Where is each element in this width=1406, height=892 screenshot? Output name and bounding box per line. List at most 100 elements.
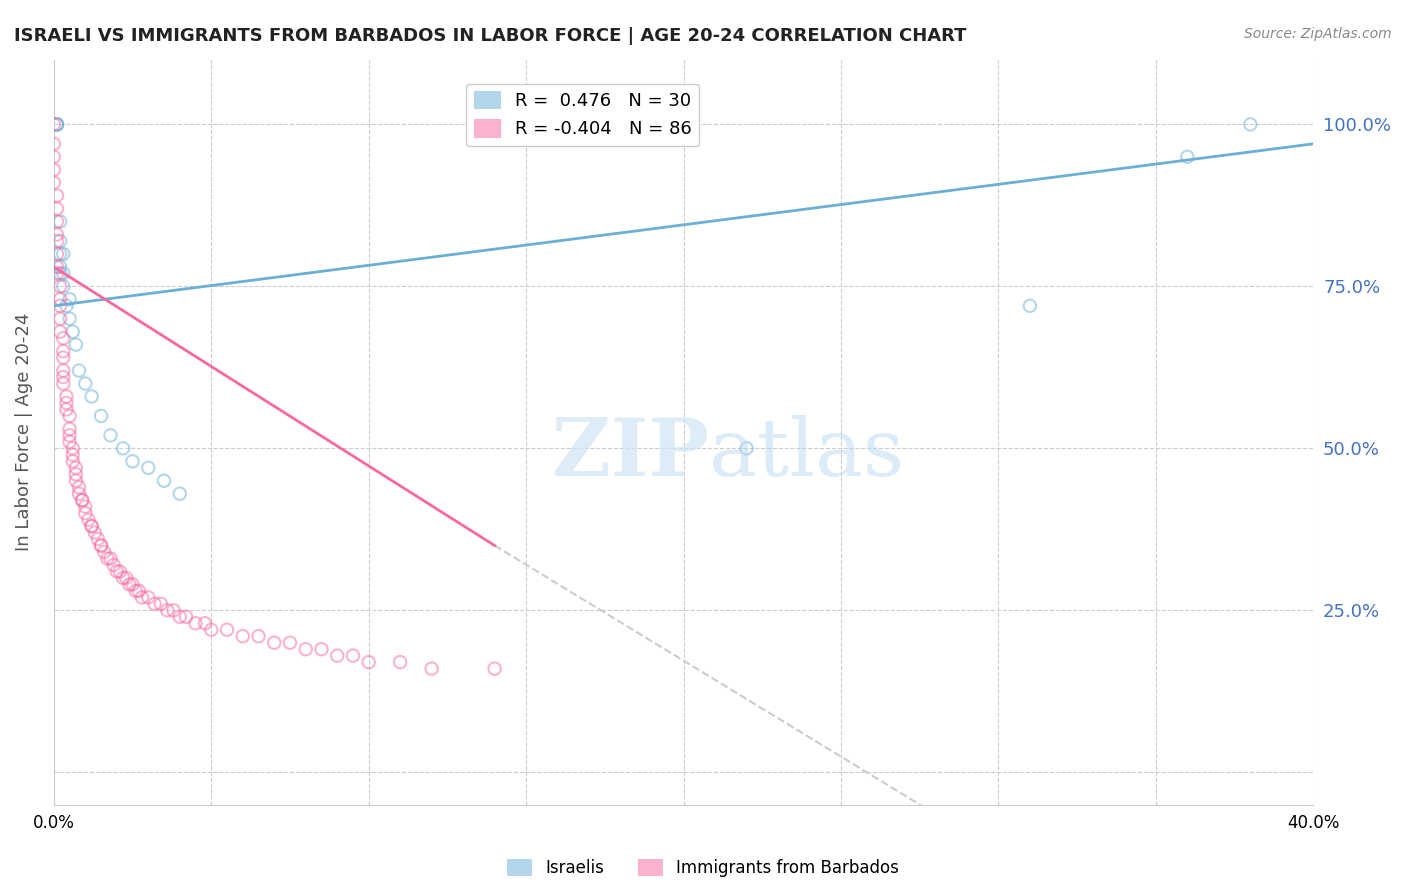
Point (52, 247, 75, 261)
Point (52, 376, 75, 391)
Point (90, 539, 112, 553)
Point (42, 117, 65, 131)
Point (294, 642, 316, 657)
Point (1019, 299, 1042, 313)
Point (420, 662, 443, 676)
Point (121, 577, 143, 591)
Point (232, 629, 254, 643)
Point (46, 267, 69, 281)
Point (80, 519, 103, 533)
Point (46, 117, 69, 131)
Text: Source: ZipAtlas.com: Source: ZipAtlas.com (1244, 27, 1392, 41)
Point (342, 648, 364, 663)
Point (46, 234, 69, 248)
Point (112, 571, 135, 585)
Point (149, 597, 172, 611)
Point (162, 603, 184, 617)
Point (62, 454, 84, 468)
Point (65, 467, 87, 482)
Point (143, 597, 166, 611)
Point (112, 442, 135, 456)
Point (184, 616, 207, 631)
Point (735, 442, 758, 456)
Point (55, 299, 77, 313)
Point (136, 591, 159, 605)
Legend: Israelis, Immigrants from Barbados: Israelis, Immigrants from Barbados (501, 852, 905, 884)
Point (67, 480, 90, 494)
Point (65, 460, 87, 475)
Point (46, 117, 69, 131)
Point (1175, 150, 1198, 164)
Point (247, 629, 270, 643)
Point (42, 176, 65, 190)
Point (75, 500, 97, 514)
Point (326, 648, 349, 663)
Text: ISRAELI VS IMMIGRANTS FROM BARBADOS IN LABOR FORCE | AGE 20-24 CORRELATION CHART: ISRAELI VS IMMIGRANTS FROM BARBADOS IN L… (14, 27, 966, 45)
Point (46, 214, 69, 228)
Point (174, 609, 197, 624)
Text: ZIP: ZIP (551, 416, 709, 493)
Point (52, 351, 75, 365)
Point (52, 344, 75, 359)
Text: atlas: atlas (709, 416, 904, 493)
Point (58, 434, 80, 449)
Point (49, 234, 72, 248)
Point (121, 454, 143, 468)
Point (153, 474, 176, 488)
Point (49, 293, 72, 307)
Point (75, 376, 97, 391)
Point (62, 325, 84, 339)
Point (46, 227, 69, 242)
Legend: R =  0.476   N = 30, R = -0.404   N = 86: R = 0.476 N = 30, R = -0.404 N = 86 (467, 84, 699, 145)
Point (194, 616, 217, 631)
Point (49, 214, 72, 228)
Point (80, 519, 103, 533)
Point (42, 150, 65, 164)
Point (67, 486, 90, 500)
Point (58, 293, 80, 307)
Point (62, 442, 84, 456)
Point (58, 311, 80, 326)
Point (169, 486, 191, 500)
Point (169, 609, 191, 624)
Point (96, 551, 118, 566)
Point (311, 642, 333, 657)
Point (55, 396, 77, 410)
Point (52, 331, 75, 345)
Point (58, 422, 80, 436)
Point (108, 565, 131, 579)
Point (46, 188, 69, 202)
Point (1239, 117, 1261, 131)
Point (77, 513, 100, 527)
Point (278, 636, 301, 650)
Point (200, 623, 222, 637)
Point (115, 571, 138, 585)
Point (42, 136, 65, 151)
Point (46, 247, 69, 261)
Point (49, 279, 72, 293)
Point (49, 311, 72, 326)
Point (263, 636, 285, 650)
Point (103, 558, 125, 572)
Point (136, 460, 159, 475)
Point (49, 299, 72, 313)
Point (52, 363, 75, 377)
Point (83, 525, 105, 540)
Point (58, 409, 80, 423)
Point (70, 493, 93, 508)
Point (49, 267, 72, 281)
Point (389, 655, 412, 669)
Point (55, 402, 77, 417)
Point (49, 247, 72, 261)
Point (125, 583, 148, 598)
Point (52, 279, 75, 293)
Point (118, 577, 141, 591)
Point (67, 363, 90, 377)
Point (90, 409, 112, 423)
Point (62, 448, 84, 462)
Point (70, 493, 93, 508)
Point (128, 583, 150, 598)
Point (80, 390, 103, 404)
Point (93, 545, 115, 559)
Point (46, 117, 69, 131)
